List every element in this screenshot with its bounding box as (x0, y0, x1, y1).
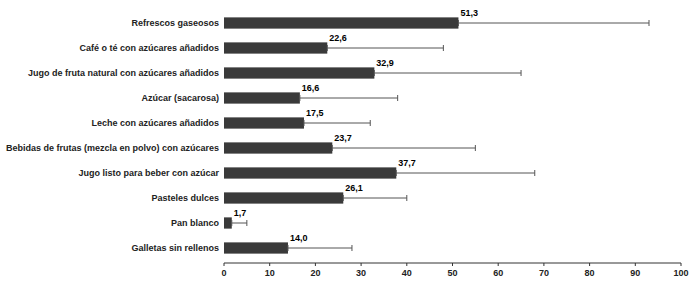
error-line (288, 248, 352, 249)
category-label: Azúcar (sacarosa) (141, 93, 219, 103)
x-tick-label: 20 (310, 268, 320, 278)
data-label: 51,3 (460, 8, 478, 18)
error-line (343, 198, 407, 199)
bar (224, 17, 458, 28)
error-line (300, 98, 398, 99)
error-bar (288, 245, 352, 251)
bar (224, 117, 304, 128)
x-tick (224, 263, 225, 266)
x-tick-label: 100 (673, 268, 688, 278)
x-tick (406, 263, 407, 266)
error-cap (351, 245, 352, 251)
category-label: Bebidas de frutas (mezcla en polvo) con … (6, 143, 219, 153)
error-cap (443, 45, 444, 51)
error-line (374, 73, 521, 74)
x-tick (452, 263, 453, 266)
x-tick-label: 60 (493, 268, 503, 278)
bar (224, 92, 300, 103)
data-label: 17,5 (306, 108, 324, 118)
x-tick-label: 50 (447, 268, 457, 278)
x-tick (361, 263, 362, 266)
error-cap (287, 245, 288, 251)
error-bar (332, 145, 475, 151)
error-cap (396, 170, 397, 176)
bar (224, 67, 374, 78)
data-label: 1,7 (234, 208, 247, 218)
category-label: Pasteles dulces (151, 193, 219, 203)
bar (224, 217, 232, 228)
x-tick-label: 90 (630, 268, 640, 278)
plot-area (224, 17, 649, 253)
error-line (232, 223, 247, 224)
error-cap (397, 95, 398, 101)
x-tick (498, 263, 499, 266)
error-cap (303, 120, 304, 126)
x-tick (315, 263, 316, 266)
data-label: 16,6 (302, 83, 320, 93)
x-tick (635, 263, 636, 266)
error-bar (374, 70, 521, 76)
category-label: Refrescos gaseosos (131, 18, 219, 28)
category-label: Pan blanco (171, 218, 220, 228)
chart-container: Galletas sin rellenos Pan blanco Pasteles … (0, 0, 699, 285)
bar (224, 142, 332, 153)
error-cap (534, 170, 535, 176)
data-label: 14,0 (290, 233, 308, 243)
error-bar (343, 195, 407, 201)
x-tick (269, 263, 270, 266)
error-line (332, 148, 475, 149)
error-cap (374, 70, 375, 76)
error-bar (458, 20, 649, 26)
error-line (458, 23, 649, 24)
error-cap (299, 95, 300, 101)
x-tick-label: 80 (585, 268, 595, 278)
data-label: 23,7 (334, 133, 352, 143)
error-cap (521, 70, 522, 76)
error-cap (458, 20, 459, 26)
x-tick-label: 10 (265, 268, 275, 278)
error-cap (649, 20, 650, 26)
error-cap (370, 120, 371, 126)
x-tick-label: 70 (539, 268, 549, 278)
error-cap (327, 45, 328, 51)
data-label: 26,1 (345, 183, 363, 193)
x-tick (681, 263, 682, 266)
data-label: 32,9 (376, 58, 394, 68)
error-cap (406, 195, 407, 201)
error-bar (396, 170, 534, 176)
x-tick-label: 0 (221, 268, 226, 278)
bar (224, 167, 396, 178)
category-label: Jugo listo para beber con azúcar (78, 168, 219, 178)
error-cap (332, 145, 333, 151)
error-cap (231, 220, 232, 226)
error-bar (304, 120, 370, 126)
data-label: 22,6 (329, 33, 347, 43)
category-label: Jugo de fruta natural con azúcares añadi… (28, 68, 219, 78)
category-label: Galletas sin rellenos (131, 243, 219, 253)
error-bar (327, 45, 443, 51)
data-label: 37,7 (398, 158, 416, 168)
x-tick (589, 263, 590, 266)
error-cap (343, 195, 344, 201)
error-bar (300, 95, 398, 101)
error-line (327, 48, 443, 49)
category-label: Leche con azúcares añadidos (91, 118, 219, 128)
x-tick-label: 30 (356, 268, 366, 278)
error-cap (246, 220, 247, 226)
bar (224, 42, 327, 53)
category-label: Café o té con azúcares añadidos (79, 43, 219, 53)
error-cap (475, 145, 476, 151)
error-line (396, 173, 534, 174)
bar (224, 242, 288, 253)
error-bar (232, 220, 247, 226)
x-tick (543, 263, 544, 266)
error-line (304, 123, 370, 124)
x-tick-label: 40 (402, 268, 412, 278)
chart: Galletas sin rellenos Pan blanco Pasteles … (0, 0, 699, 285)
bar (224, 192, 343, 203)
